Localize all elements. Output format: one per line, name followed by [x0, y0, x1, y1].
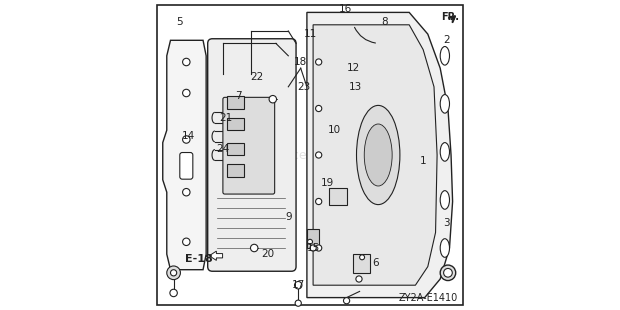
Circle shape — [170, 270, 177, 276]
FancyBboxPatch shape — [180, 153, 193, 179]
Text: 2: 2 — [443, 35, 449, 45]
Bar — [227, 96, 244, 108]
Polygon shape — [210, 251, 223, 260]
Ellipse shape — [440, 143, 450, 161]
Circle shape — [316, 105, 322, 112]
Text: 11: 11 — [303, 29, 317, 39]
Circle shape — [308, 239, 312, 244]
FancyBboxPatch shape — [208, 39, 296, 271]
Text: 23: 23 — [297, 82, 311, 92]
Text: 17: 17 — [291, 280, 305, 290]
Text: 3: 3 — [443, 218, 449, 228]
Ellipse shape — [440, 46, 450, 65]
Text: 18: 18 — [294, 57, 308, 67]
Text: 10: 10 — [328, 125, 342, 135]
Bar — [227, 164, 244, 177]
Text: 24: 24 — [216, 144, 229, 154]
Text: E-18: E-18 — [185, 254, 213, 264]
Text: eReplacementParts: eReplacementParts — [249, 148, 371, 162]
Bar — [353, 254, 371, 273]
Circle shape — [269, 95, 277, 103]
Polygon shape — [162, 40, 206, 270]
Circle shape — [360, 255, 365, 260]
Text: ZY2A-E1410: ZY2A-E1410 — [398, 293, 458, 303]
Text: 22: 22 — [250, 73, 264, 82]
Text: 19: 19 — [321, 178, 334, 188]
Bar — [307, 229, 319, 248]
Ellipse shape — [440, 239, 450, 257]
Circle shape — [250, 244, 258, 252]
Circle shape — [440, 265, 456, 281]
Circle shape — [310, 245, 316, 251]
Circle shape — [167, 266, 180, 280]
Polygon shape — [313, 25, 437, 285]
Ellipse shape — [440, 95, 450, 113]
Circle shape — [316, 245, 322, 251]
Circle shape — [316, 198, 322, 205]
Text: 13: 13 — [348, 82, 361, 92]
Text: 6: 6 — [372, 259, 378, 268]
Text: 1: 1 — [420, 156, 427, 166]
Bar — [227, 118, 244, 130]
Circle shape — [182, 58, 190, 66]
Text: FR.: FR. — [441, 12, 459, 22]
Polygon shape — [307, 12, 453, 298]
Circle shape — [316, 59, 322, 65]
Text: 16: 16 — [339, 4, 352, 14]
Circle shape — [294, 281, 302, 289]
Bar — [227, 143, 244, 155]
Text: 15: 15 — [306, 243, 320, 253]
Circle shape — [295, 300, 301, 306]
Ellipse shape — [356, 105, 400, 205]
Circle shape — [170, 289, 177, 297]
Circle shape — [356, 276, 362, 282]
Text: 21: 21 — [219, 113, 233, 123]
Text: 12: 12 — [347, 63, 360, 73]
Text: 9: 9 — [285, 212, 291, 222]
Ellipse shape — [365, 124, 392, 186]
Text: 8: 8 — [381, 17, 388, 27]
Text: 7: 7 — [236, 91, 242, 101]
Text: 5: 5 — [176, 17, 182, 27]
Bar — [329, 188, 347, 205]
Circle shape — [182, 136, 190, 143]
Text: 20: 20 — [262, 249, 275, 259]
Ellipse shape — [440, 191, 450, 209]
Circle shape — [182, 89, 190, 97]
Circle shape — [343, 298, 350, 304]
Circle shape — [444, 268, 452, 277]
Text: 14: 14 — [182, 131, 195, 141]
Circle shape — [182, 188, 190, 196]
Circle shape — [316, 152, 322, 158]
Circle shape — [182, 238, 190, 246]
FancyBboxPatch shape — [223, 97, 275, 194]
